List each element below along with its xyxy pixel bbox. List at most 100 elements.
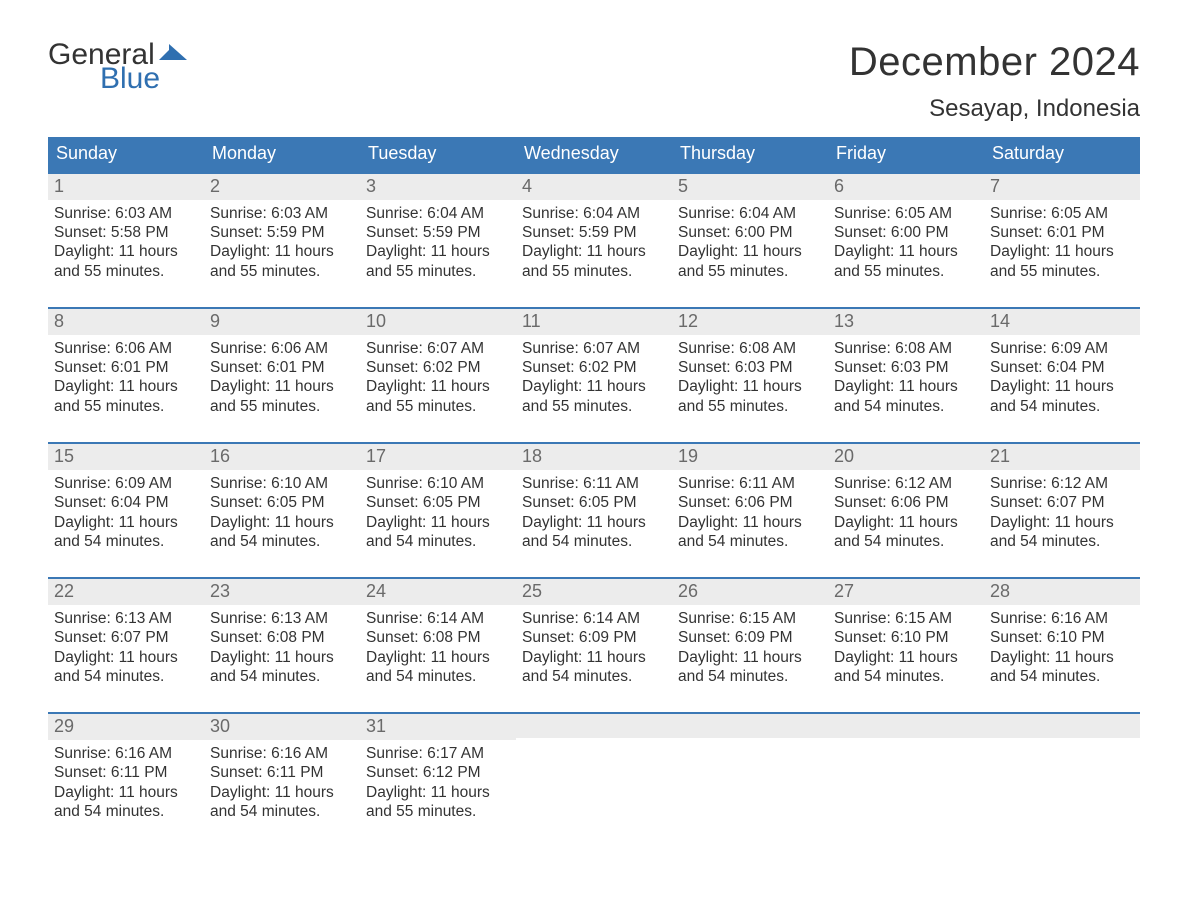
day-body: Sunrise: 6:06 AMSunset: 6:01 PMDaylight:… bbox=[204, 335, 360, 417]
day-cell: 24Sunrise: 6:14 AMSunset: 6:08 PMDayligh… bbox=[360, 579, 516, 686]
daylight-line-2: and 55 minutes. bbox=[210, 397, 354, 416]
day-cell: 6Sunrise: 6:05 AMSunset: 6:00 PMDaylight… bbox=[828, 174, 984, 281]
daylight-line-1: Daylight: 11 hours bbox=[678, 377, 822, 396]
day-number: 26 bbox=[672, 579, 828, 605]
day-cell: 27Sunrise: 6:15 AMSunset: 6:10 PMDayligh… bbox=[828, 579, 984, 686]
daylight-line-1: Daylight: 11 hours bbox=[990, 377, 1134, 396]
day-body: Sunrise: 6:14 AMSunset: 6:08 PMDaylight:… bbox=[360, 605, 516, 687]
weeks-container: 1Sunrise: 6:03 AMSunset: 5:58 PMDaylight… bbox=[48, 172, 1140, 821]
week-row: 8Sunrise: 6:06 AMSunset: 6:01 PMDaylight… bbox=[48, 307, 1140, 416]
sunrise-line: Sunrise: 6:04 AM bbox=[366, 204, 510, 223]
day-body bbox=[828, 738, 984, 742]
daylight-line-2: and 54 minutes. bbox=[210, 802, 354, 821]
day-body: Sunrise: 6:15 AMSunset: 6:10 PMDaylight:… bbox=[828, 605, 984, 687]
daylight-line-2: and 54 minutes. bbox=[678, 667, 822, 686]
day-body: Sunrise: 6:13 AMSunset: 6:08 PMDaylight:… bbox=[204, 605, 360, 687]
daylight-line-2: and 54 minutes. bbox=[366, 532, 510, 551]
day-body: Sunrise: 6:09 AMSunset: 6:04 PMDaylight:… bbox=[984, 335, 1140, 417]
sunrise-line: Sunrise: 6:03 AM bbox=[54, 204, 198, 223]
day-number: 16 bbox=[204, 444, 360, 470]
day-body: Sunrise: 6:16 AMSunset: 6:10 PMDaylight:… bbox=[984, 605, 1140, 687]
daylight-line-2: and 54 minutes. bbox=[210, 532, 354, 551]
sunrise-line: Sunrise: 6:07 AM bbox=[522, 339, 666, 358]
daylight-line-1: Daylight: 11 hours bbox=[210, 377, 354, 396]
day-number: 23 bbox=[204, 579, 360, 605]
day-body: Sunrise: 6:15 AMSunset: 6:09 PMDaylight:… bbox=[672, 605, 828, 687]
title-block: December 2024 Sesayap, Indonesia bbox=[849, 40, 1140, 123]
logo: General Blue bbox=[48, 40, 187, 94]
week-row: 1Sunrise: 6:03 AMSunset: 5:58 PMDaylight… bbox=[48, 172, 1140, 281]
sunrise-line: Sunrise: 6:13 AM bbox=[54, 609, 198, 628]
sunset-line: Sunset: 6:12 PM bbox=[366, 763, 510, 782]
week-spacer bbox=[48, 551, 1140, 577]
daylight-line-2: and 54 minutes. bbox=[990, 667, 1134, 686]
sunrise-line: Sunrise: 6:06 AM bbox=[54, 339, 198, 358]
daylight-line-1: Daylight: 11 hours bbox=[54, 242, 198, 261]
day-number: 15 bbox=[48, 444, 204, 470]
day-body: Sunrise: 6:14 AMSunset: 6:09 PMDaylight:… bbox=[516, 605, 672, 687]
daylight-line-1: Daylight: 11 hours bbox=[834, 648, 978, 667]
daylight-line-1: Daylight: 11 hours bbox=[54, 377, 198, 396]
daylight-line-2: and 54 minutes. bbox=[522, 532, 666, 551]
daylight-line-2: and 55 minutes. bbox=[366, 802, 510, 821]
daylight-line-1: Daylight: 11 hours bbox=[366, 783, 510, 802]
daylight-line-2: and 54 minutes. bbox=[678, 532, 822, 551]
day-number: 1 bbox=[48, 174, 204, 200]
sunrise-line: Sunrise: 6:14 AM bbox=[522, 609, 666, 628]
day-body bbox=[672, 738, 828, 742]
day-number: 10 bbox=[360, 309, 516, 335]
daylight-line-2: and 55 minutes. bbox=[678, 262, 822, 281]
day-number: 2 bbox=[204, 174, 360, 200]
day-cell: 11Sunrise: 6:07 AMSunset: 6:02 PMDayligh… bbox=[516, 309, 672, 416]
daylight-line-1: Daylight: 11 hours bbox=[678, 242, 822, 261]
weekday-cell: Saturday bbox=[984, 137, 1140, 172]
sunrise-line: Sunrise: 6:06 AM bbox=[210, 339, 354, 358]
day-cell: 13Sunrise: 6:08 AMSunset: 6:03 PMDayligh… bbox=[828, 309, 984, 416]
day-cell: 14Sunrise: 6:09 AMSunset: 6:04 PMDayligh… bbox=[984, 309, 1140, 416]
daylight-line-2: and 55 minutes. bbox=[522, 397, 666, 416]
day-cell: 20Sunrise: 6:12 AMSunset: 6:06 PMDayligh… bbox=[828, 444, 984, 551]
day-cell: 1Sunrise: 6:03 AMSunset: 5:58 PMDaylight… bbox=[48, 174, 204, 281]
sunrise-line: Sunrise: 6:13 AM bbox=[210, 609, 354, 628]
logo-blue-text: Blue bbox=[100, 64, 187, 94]
day-number: 11 bbox=[516, 309, 672, 335]
day-body: Sunrise: 6:11 AMSunset: 6:06 PMDaylight:… bbox=[672, 470, 828, 552]
daylight-line-2: and 55 minutes. bbox=[522, 262, 666, 281]
sunrise-line: Sunrise: 6:05 AM bbox=[834, 204, 978, 223]
sunrise-line: Sunrise: 6:10 AM bbox=[210, 474, 354, 493]
daylight-line-2: and 54 minutes. bbox=[990, 532, 1134, 551]
daylight-line-2: and 54 minutes. bbox=[834, 532, 978, 551]
day-cell bbox=[516, 714, 672, 821]
day-body: Sunrise: 6:07 AMSunset: 6:02 PMDaylight:… bbox=[516, 335, 672, 417]
daylight-line-2: and 54 minutes. bbox=[834, 667, 978, 686]
day-number: 30 bbox=[204, 714, 360, 740]
day-number: 19 bbox=[672, 444, 828, 470]
daylight-line-1: Daylight: 11 hours bbox=[834, 377, 978, 396]
daylight-line-1: Daylight: 11 hours bbox=[210, 242, 354, 261]
day-cell bbox=[828, 714, 984, 821]
day-cell: 16Sunrise: 6:10 AMSunset: 6:05 PMDayligh… bbox=[204, 444, 360, 551]
sunset-line: Sunset: 6:06 PM bbox=[834, 493, 978, 512]
day-cell bbox=[984, 714, 1140, 821]
weekday-cell: Friday bbox=[828, 137, 984, 172]
sunrise-line: Sunrise: 6:16 AM bbox=[210, 744, 354, 763]
weekday-cell: Thursday bbox=[672, 137, 828, 172]
day-cell: 4Sunrise: 6:04 AMSunset: 5:59 PMDaylight… bbox=[516, 174, 672, 281]
week-row: 29Sunrise: 6:16 AMSunset: 6:11 PMDayligh… bbox=[48, 712, 1140, 821]
day-body: Sunrise: 6:12 AMSunset: 6:06 PMDaylight:… bbox=[828, 470, 984, 552]
day-body: Sunrise: 6:08 AMSunset: 6:03 PMDaylight:… bbox=[828, 335, 984, 417]
week-spacer bbox=[48, 281, 1140, 307]
daylight-line-1: Daylight: 11 hours bbox=[678, 513, 822, 532]
location: Sesayap, Indonesia bbox=[849, 95, 1140, 123]
daylight-line-2: and 55 minutes. bbox=[678, 397, 822, 416]
day-cell: 15Sunrise: 6:09 AMSunset: 6:04 PMDayligh… bbox=[48, 444, 204, 551]
day-cell: 18Sunrise: 6:11 AMSunset: 6:05 PMDayligh… bbox=[516, 444, 672, 551]
sunset-line: Sunset: 6:00 PM bbox=[834, 223, 978, 242]
day-number: 21 bbox=[984, 444, 1140, 470]
day-number: 5 bbox=[672, 174, 828, 200]
daylight-line-2: and 54 minutes. bbox=[522, 667, 666, 686]
day-cell: 7Sunrise: 6:05 AMSunset: 6:01 PMDaylight… bbox=[984, 174, 1140, 281]
day-cell: 22Sunrise: 6:13 AMSunset: 6:07 PMDayligh… bbox=[48, 579, 204, 686]
daylight-line-1: Daylight: 11 hours bbox=[210, 648, 354, 667]
day-body: Sunrise: 6:06 AMSunset: 6:01 PMDaylight:… bbox=[48, 335, 204, 417]
